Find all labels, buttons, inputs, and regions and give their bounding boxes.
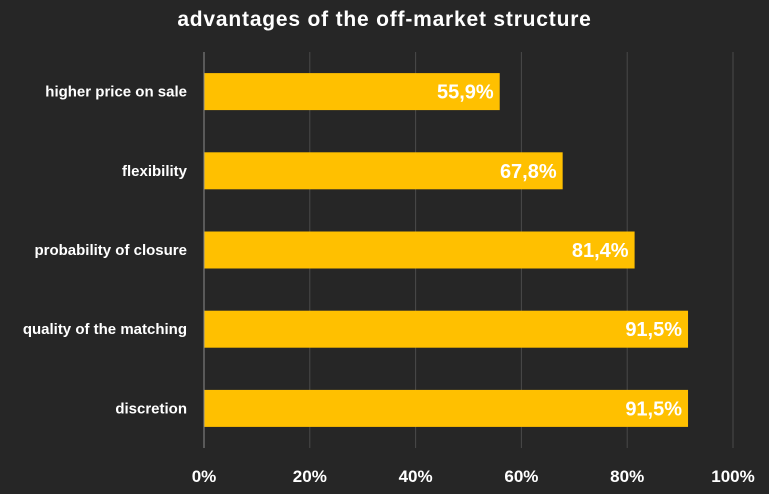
- x-tick-label: 60%: [504, 467, 538, 486]
- category-label: quality of the matching: [23, 321, 187, 338]
- data-label: 55,9%: [437, 82, 494, 104]
- chart-title: advantages of the off-market structure: [177, 8, 592, 31]
- x-tick-label: 0%: [192, 467, 217, 486]
- x-tick-label: 20%: [293, 467, 327, 486]
- category-label: flexibility: [122, 163, 188, 180]
- data-label: 91,5%: [625, 319, 682, 341]
- category-label: probability of closure: [34, 242, 187, 259]
- bar: [204, 73, 500, 111]
- category-label: higher price on sale: [45, 84, 187, 101]
- bar: [204, 152, 563, 190]
- bar: [204, 310, 689, 348]
- x-tick-label: 100%: [711, 467, 754, 486]
- data-label: 91,5%: [625, 398, 682, 420]
- category-label: discretion: [115, 400, 187, 417]
- bar: [204, 231, 635, 269]
- data-label: 67,8%: [500, 161, 557, 183]
- x-tick-label: 40%: [399, 467, 433, 486]
- bar: [204, 389, 689, 427]
- data-label: 81,4%: [572, 240, 629, 262]
- x-tick-label: 80%: [610, 467, 644, 486]
